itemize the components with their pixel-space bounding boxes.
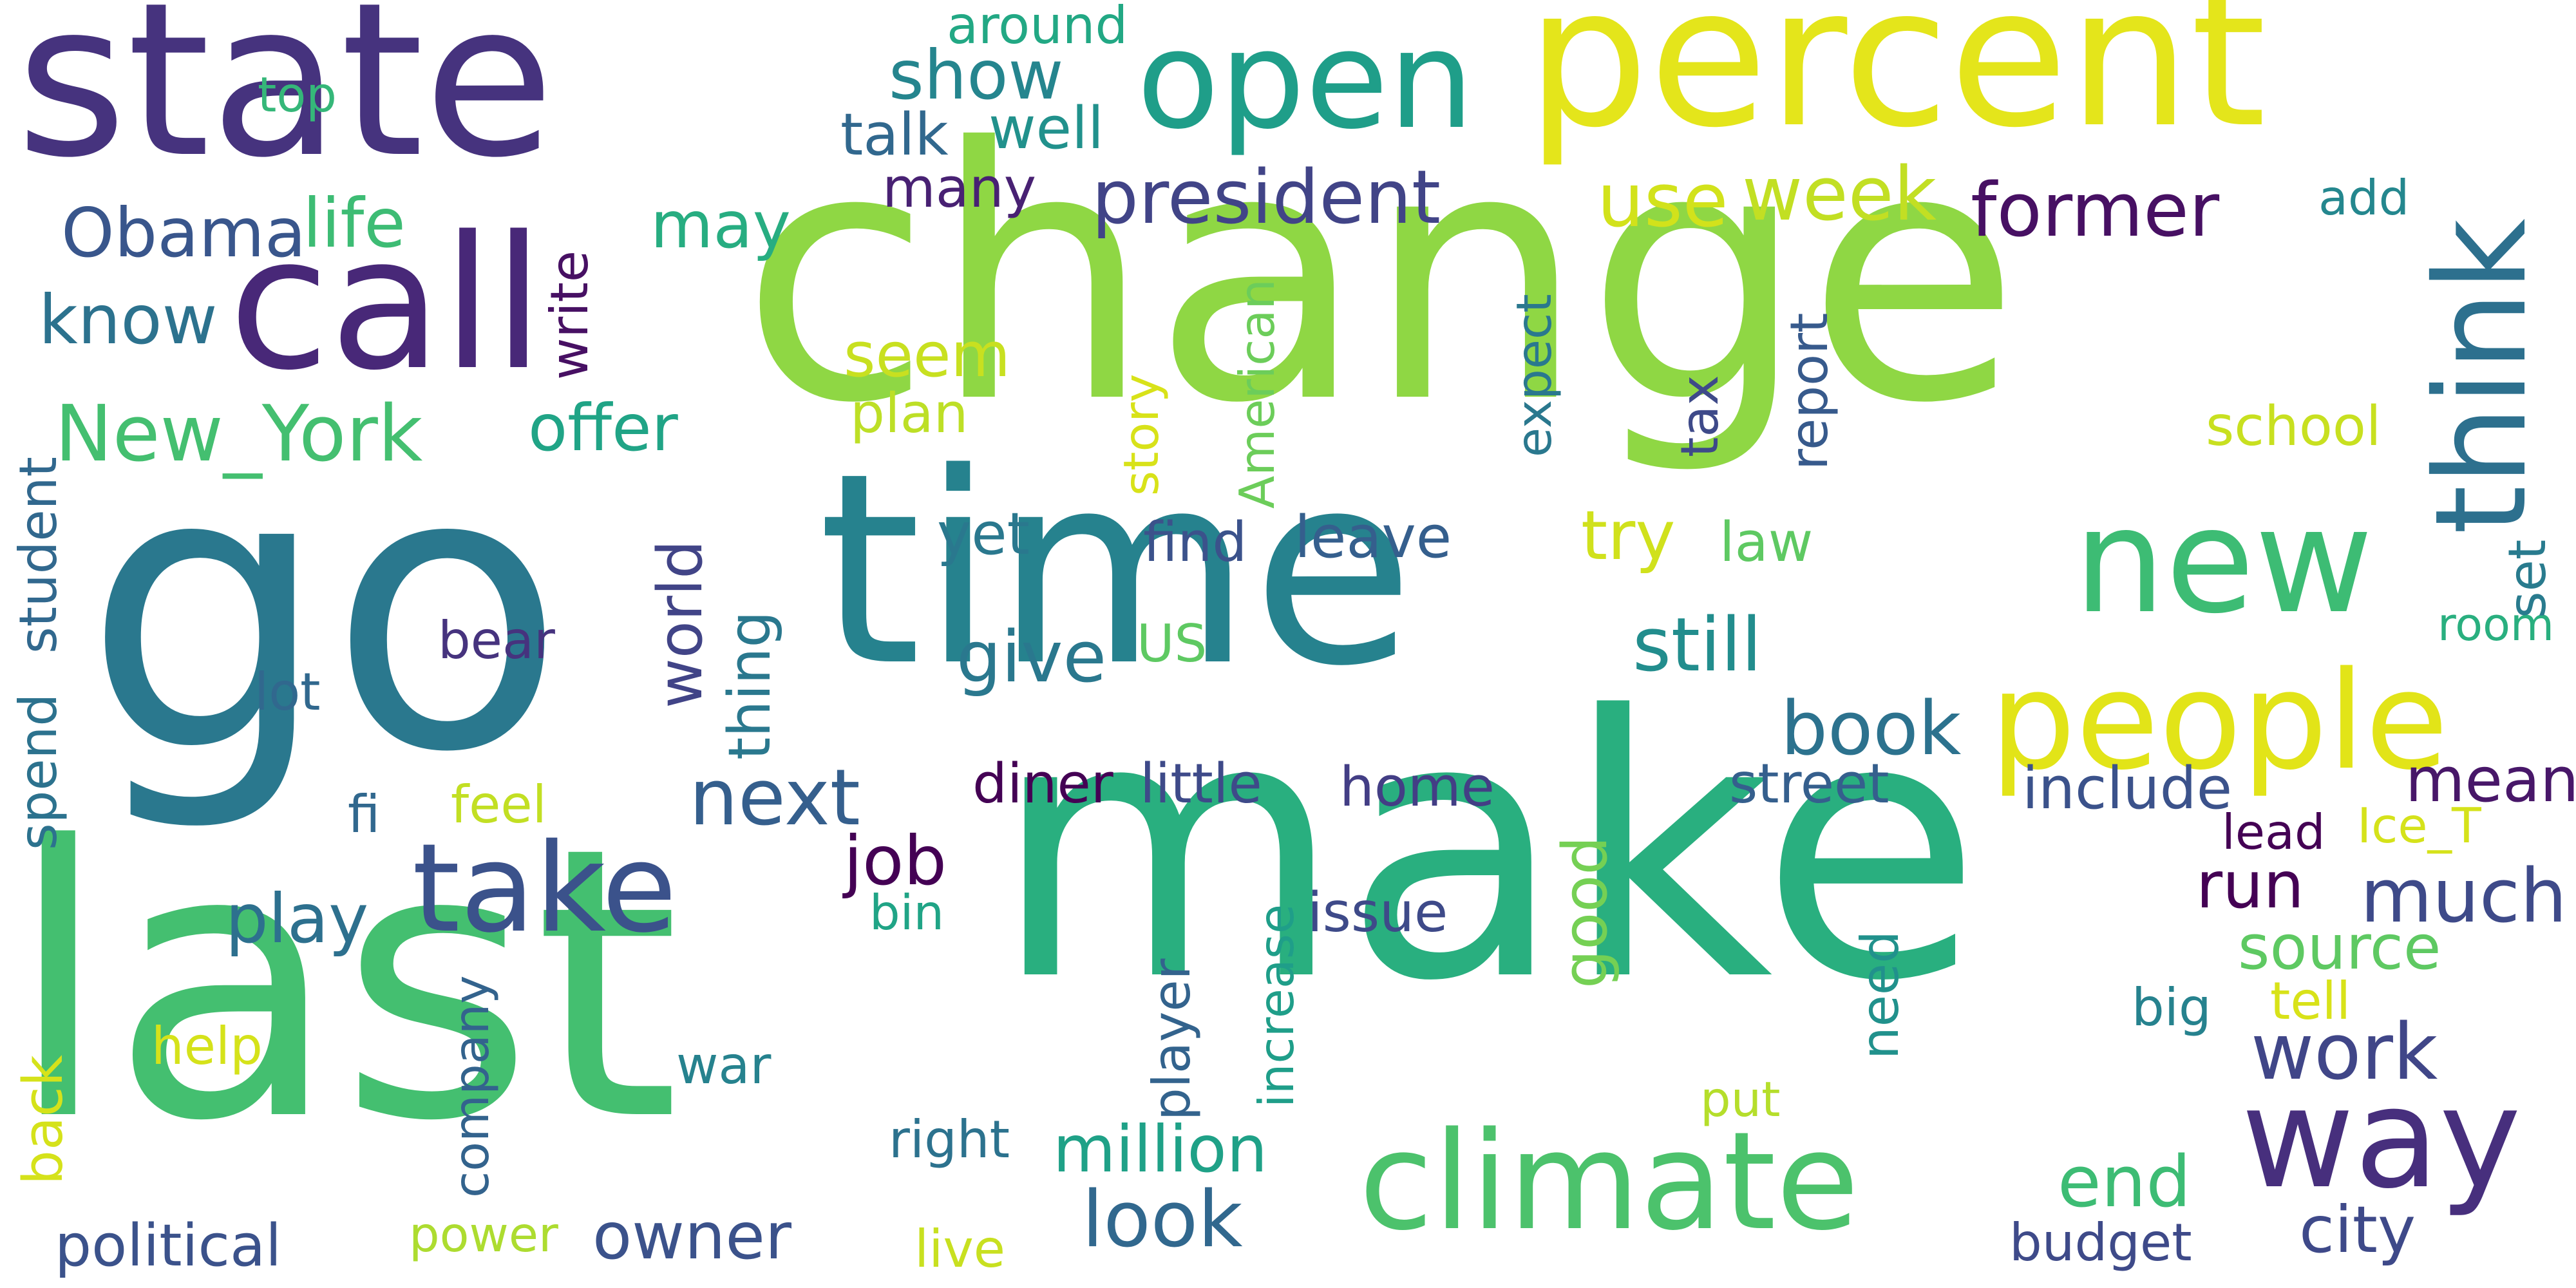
word-thing: thing	[716, 611, 784, 760]
word-room: room	[2438, 598, 2555, 651]
word-law: law	[1719, 511, 1814, 574]
word-lot: lot	[254, 662, 321, 722]
word-job: job	[844, 822, 947, 900]
word-budget: budget	[2009, 1213, 2192, 1273]
word-play: play	[225, 880, 369, 958]
word-put: put	[1700, 1071, 1781, 1128]
word-issue: issue	[1307, 881, 1448, 945]
word-give: give	[956, 616, 1107, 698]
word-end: end	[2058, 1141, 2192, 1223]
word-seem: seem	[844, 320, 1010, 391]
word-need: need	[1850, 931, 1910, 1059]
word-bear: bear	[438, 611, 555, 670]
word-include: include	[2022, 755, 2233, 822]
word-report: report	[1779, 312, 1839, 470]
word-way: way	[2241, 1057, 2521, 1219]
word-president: president	[1092, 155, 1441, 241]
word-school: school	[2206, 395, 2382, 459]
word-war: war	[676, 1036, 772, 1095]
word-plan: plan	[850, 382, 969, 446]
word-increase: increase	[1248, 904, 1305, 1108]
word-home: home	[1340, 755, 1495, 819]
word-yet: yet	[937, 500, 1030, 568]
word-life: life	[303, 184, 406, 263]
word-change: change	[741, 75, 2021, 479]
word-New_York: New_York	[55, 390, 423, 479]
word-world: world	[645, 540, 716, 708]
word-new: new	[2074, 477, 2374, 646]
word-story: story	[1113, 374, 1170, 496]
word-last: last	[6, 768, 681, 1202]
word-offer: offer	[528, 390, 678, 466]
word-feel: feel	[451, 775, 547, 835]
word-open: open	[1137, 1, 1475, 159]
word-people: people	[1990, 642, 2448, 800]
word-city: city	[2299, 1192, 2416, 1267]
word-diner: diner	[972, 752, 1113, 816]
word-run: run	[2196, 848, 2304, 923]
word-leave: leave	[1294, 504, 1452, 571]
word-power: power	[409, 1206, 558, 1263]
word-may: may	[650, 187, 791, 263]
word-time: time	[818, 416, 1415, 724]
word-week: week	[1742, 151, 1937, 238]
word-many: many	[882, 156, 1037, 220]
word-work: work	[2251, 1008, 2438, 1097]
word-owner: owner	[592, 1198, 791, 1274]
word-bin: bin	[869, 884, 944, 941]
word-lead: lead	[2222, 804, 2325, 860]
word-expect: expect	[1506, 294, 1562, 457]
word-book: book	[1781, 686, 1962, 772]
word-percent: percent	[1526, 0, 2267, 170]
word-mean: mean	[2405, 745, 2576, 816]
word-set: set	[2497, 539, 2557, 618]
word-look: look	[1082, 1175, 1243, 1265]
word-take: take	[412, 817, 677, 960]
word-talk: talk	[840, 101, 949, 169]
word-Obama: Obama	[61, 194, 307, 272]
word-tell: tell	[2270, 971, 2351, 1031]
word-Ice_T: Ice_T	[2357, 797, 2481, 854]
word-well: well	[989, 95, 1104, 162]
word-go: go	[84, 386, 565, 837]
word-show: show	[889, 36, 1064, 115]
word-US: US	[1137, 614, 1208, 674]
word-player: player	[1142, 958, 1202, 1121]
word-state: state	[16, 0, 554, 204]
word-know: know	[39, 281, 218, 359]
word-spend: spend	[8, 693, 68, 850]
word-big: big	[2132, 978, 2211, 1037]
word-add: add	[2318, 169, 2410, 226]
word-American: American	[1229, 279, 1285, 509]
word-find: find	[1143, 511, 1247, 574]
word-former: former	[1971, 167, 2220, 254]
word-help: help	[151, 1016, 263, 1076]
word-next: next	[689, 753, 860, 843]
word-good: good	[1550, 836, 1621, 989]
word-climate: climate	[1359, 1103, 1859, 1260]
word-little: little	[1140, 752, 1262, 816]
word-student: student	[8, 457, 68, 654]
word-use: use	[1597, 158, 1728, 244]
word-live: live	[914, 1219, 1006, 1279]
word-still: still	[1633, 602, 1762, 688]
word-think: think	[2408, 218, 2554, 535]
word-fi: fi	[348, 784, 381, 844]
word-call: call	[229, 197, 544, 411]
word-back: back	[12, 1055, 75, 1185]
word-around: around	[947, 0, 1128, 55]
word-write: write	[540, 250, 600, 380]
word-try: try	[1581, 497, 1676, 575]
word-political: political	[55, 1212, 282, 1280]
word-right: right	[889, 1110, 1010, 1170]
word-top: top	[258, 66, 337, 123]
word-street: street	[1729, 752, 1889, 816]
word-company: company	[443, 975, 500, 1198]
word-tax: tax	[1670, 375, 1730, 457]
word-source: source	[2238, 913, 2441, 983]
word-make: make	[992, 640, 1982, 1060]
word-million: million	[1053, 1112, 1268, 1187]
word-much: much	[2360, 853, 2568, 940]
